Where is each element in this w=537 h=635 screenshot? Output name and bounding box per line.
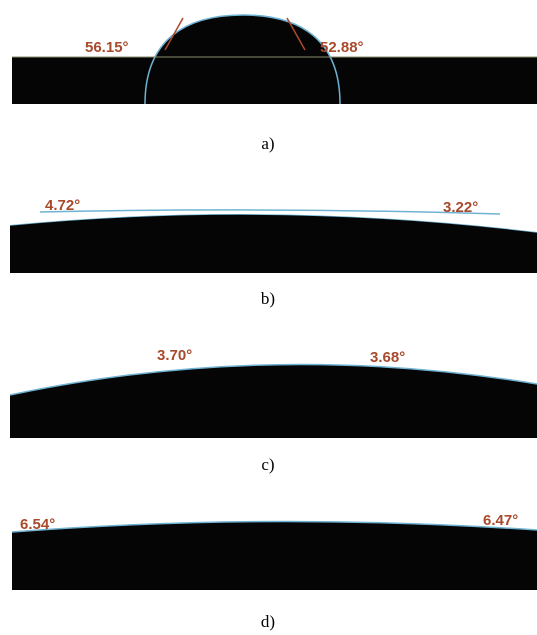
caption: b) bbox=[261, 289, 275, 308]
angle-label: 56.15° bbox=[85, 39, 129, 56]
caption: d) bbox=[261, 612, 275, 631]
angle-label: 6.47° bbox=[483, 512, 518, 529]
angle-label: 3.22° bbox=[443, 199, 478, 216]
figure: 56.15° 52.88° a) 4.72° 3.22° b) 3.70° 3.… bbox=[0, 0, 537, 635]
panel-b: 4.72° 3.22° b) bbox=[10, 195, 537, 308]
caption: c) bbox=[261, 455, 274, 474]
panel-c: 3.70° 3.68° c) bbox=[10, 347, 537, 474]
angle-label: 3.70° bbox=[157, 347, 192, 364]
caption: a) bbox=[261, 134, 274, 153]
angle-label: 4.72° bbox=[45, 197, 80, 214]
droplet bbox=[145, 15, 340, 104]
panel-a: 56.15° 52.88° a) bbox=[12, 15, 537, 153]
angle-label: 52.88° bbox=[320, 39, 364, 56]
panel-d: 6.54° 6.47° d) bbox=[12, 512, 537, 631]
angle-label: 3.68° bbox=[370, 349, 405, 366]
angle-label: 6.54° bbox=[20, 516, 55, 533]
substrate-image bbox=[12, 520, 537, 590]
